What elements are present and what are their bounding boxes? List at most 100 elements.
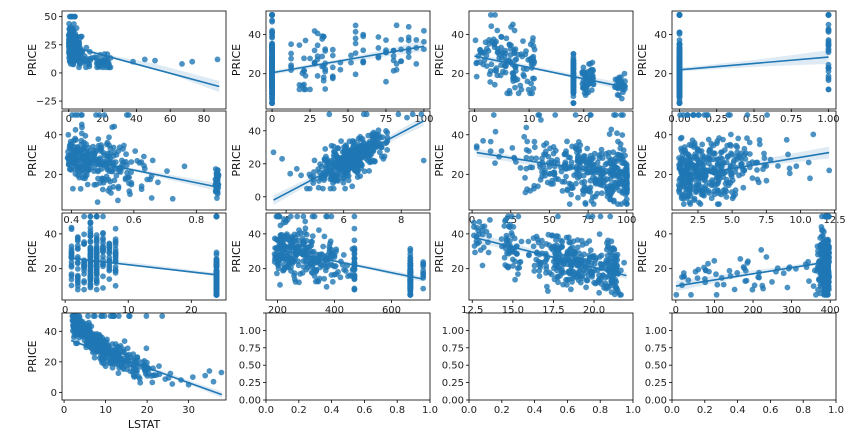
data-point <box>288 55 294 62</box>
data-point <box>502 63 509 70</box>
data-point <box>393 61 400 67</box>
regression-line <box>474 55 627 89</box>
data-point <box>807 175 813 182</box>
data-point <box>729 189 735 196</box>
data-point <box>320 243 326 250</box>
y-tick-label: 25 <box>44 40 57 51</box>
data-point <box>820 272 827 278</box>
data-point <box>282 264 288 271</box>
axes-frame <box>61 110 227 211</box>
data-point <box>365 150 372 157</box>
data-point <box>322 68 329 75</box>
data-point <box>492 67 498 74</box>
data-point <box>761 155 768 162</box>
data-point <box>825 65 832 71</box>
data-point <box>677 112 683 118</box>
data-point <box>699 141 706 148</box>
y-tick-label: 20 <box>451 170 464 181</box>
y-axis-label: PRICE <box>26 240 39 272</box>
data-point <box>119 157 125 164</box>
data-point <box>338 171 344 178</box>
data-point <box>473 73 480 80</box>
data-point <box>740 264 747 270</box>
data-point <box>480 137 486 144</box>
data-point <box>590 254 597 261</box>
x-tick-label: 400 <box>325 305 344 316</box>
axes-frame <box>671 212 837 301</box>
data-point <box>693 182 700 189</box>
data-point <box>331 148 337 155</box>
data-point <box>409 111 416 118</box>
data-point <box>825 42 832 48</box>
data-point <box>85 151 92 158</box>
data-point <box>607 213 614 220</box>
data-point <box>311 157 318 164</box>
data-point <box>93 237 100 244</box>
data-point <box>608 289 615 296</box>
data-point <box>616 176 623 182</box>
data-point <box>477 59 483 66</box>
data-point <box>756 141 763 148</box>
data-point <box>714 138 721 145</box>
data-point <box>823 280 830 287</box>
data-point <box>269 12 275 18</box>
data-point <box>547 145 553 152</box>
data-point <box>115 370 122 377</box>
data-point <box>288 268 294 274</box>
data-point <box>80 162 87 169</box>
data-point <box>700 189 707 196</box>
x-tick-label: 17.5 <box>542 305 564 316</box>
data-point <box>518 51 525 58</box>
data-point <box>691 195 698 202</box>
data-point <box>213 291 220 298</box>
data-point <box>480 244 487 251</box>
data-point <box>825 86 832 93</box>
data-point <box>769 279 775 285</box>
y-tick-label: 50 <box>44 12 57 23</box>
data-point <box>269 31 275 38</box>
data-point <box>384 147 391 153</box>
data-point <box>341 147 348 154</box>
data-point <box>518 238 525 245</box>
data-point <box>531 75 537 82</box>
data-point <box>315 184 322 191</box>
data-point <box>68 282 75 289</box>
data-point <box>485 249 492 256</box>
data-point <box>701 160 708 167</box>
data-point <box>317 264 324 271</box>
data-point <box>100 285 106 291</box>
data-point <box>212 176 219 183</box>
data-point <box>321 177 327 184</box>
data-point <box>525 238 532 245</box>
data-point <box>93 147 99 154</box>
data-point <box>127 191 133 198</box>
data-point <box>494 72 501 79</box>
data-point <box>75 328 81 334</box>
x-tick-label: 80 <box>198 114 211 125</box>
data-point <box>723 194 730 200</box>
data-point <box>676 78 683 84</box>
data-point <box>561 178 568 185</box>
data-point <box>93 112 99 118</box>
regression-line <box>273 247 424 280</box>
data-point <box>780 270 787 277</box>
data-point <box>214 56 221 63</box>
data-point <box>819 227 826 234</box>
data-point <box>515 271 521 277</box>
data-point <box>476 218 483 225</box>
data-point <box>536 112 543 118</box>
data-point <box>714 281 721 288</box>
data-point <box>740 184 747 191</box>
data-point <box>85 313 91 319</box>
data-point <box>279 155 285 162</box>
data-point <box>530 35 536 41</box>
data-point <box>93 265 100 271</box>
data-point <box>749 286 756 293</box>
data-point <box>136 375 143 382</box>
data-point <box>588 87 595 93</box>
y-tick-label: 40 <box>451 30 464 41</box>
data-point <box>579 275 586 281</box>
data-point <box>358 162 364 169</box>
data-point <box>93 245 100 252</box>
